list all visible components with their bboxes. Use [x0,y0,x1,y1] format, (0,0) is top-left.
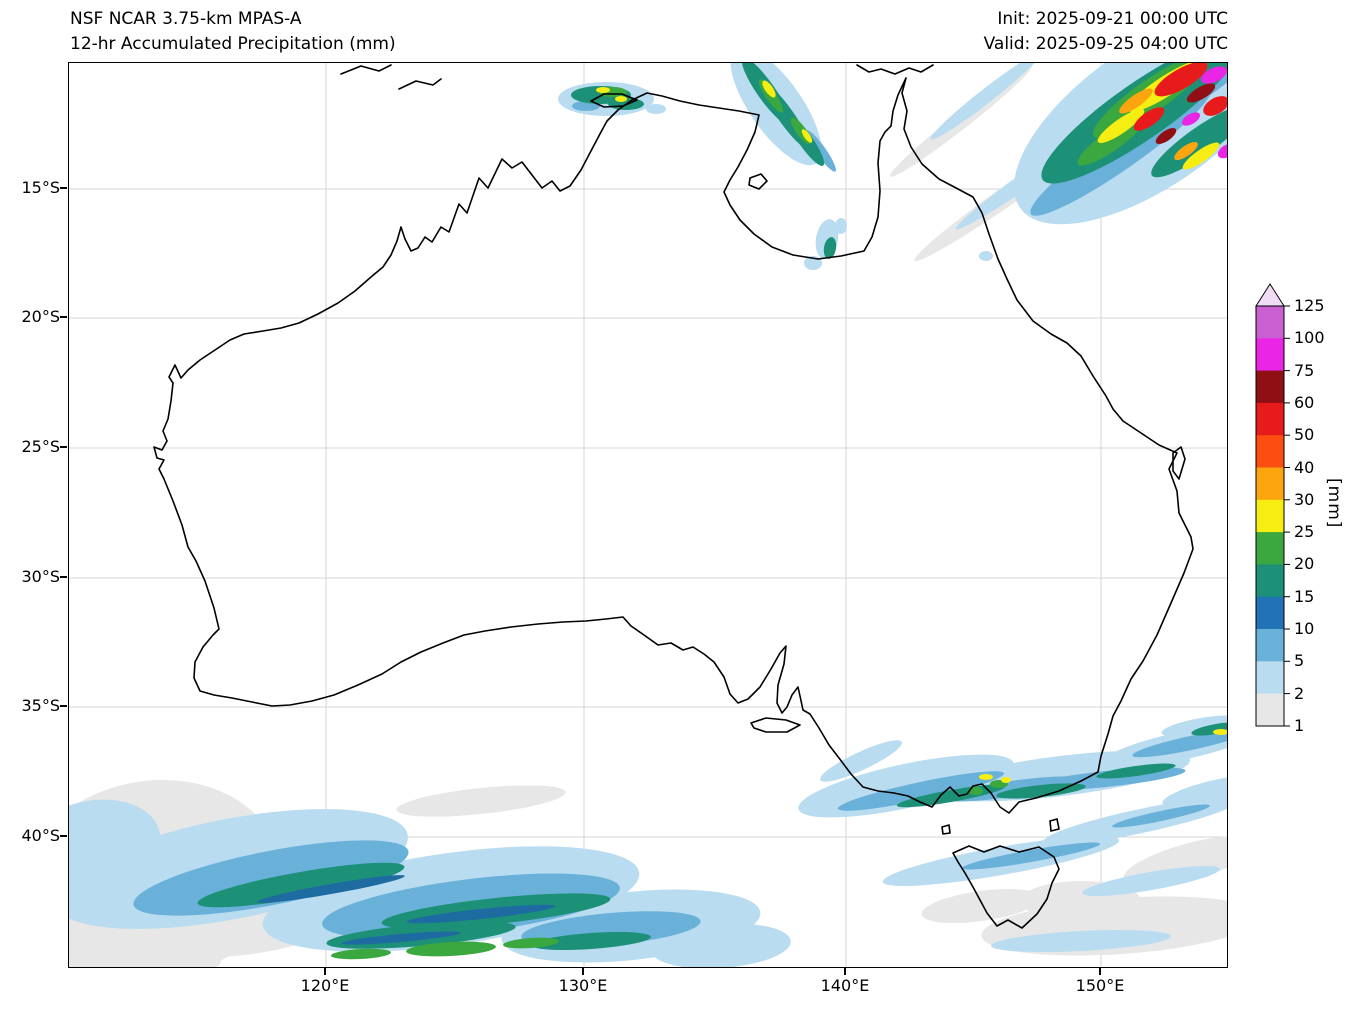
fraser-island [1172,446,1186,480]
melville-island [590,93,638,108]
init-time-label: Init: 2025-09-21 00:00 UTC [997,9,1228,29]
lon-tick-120e: 120°E [300,976,350,995]
lat-tickmark [60,316,67,318]
tasmania-coastline [952,845,1060,929]
colorbar-unit-label: [mm] [1324,478,1344,529]
cbar-tick-2: 2 [1294,684,1305,703]
lon-tickmark [844,968,846,975]
flinders-island [1049,818,1060,832]
cbar-tick-125: 125 [1294,296,1325,315]
cbar-tick-15: 15 [1294,587,1315,606]
precip-layer-heavy-blue [257,875,556,945]
cbar-tick-75: 75 [1294,361,1315,380]
precip-layer-darkred [1155,83,1216,145]
lat-tick-25s: 25°S [21,437,60,456]
cbar-tick-10: 10 [1294,619,1315,638]
cbar-tick-25: 25 [1294,522,1315,541]
cbar-tick-30: 30 [1294,490,1315,509]
precip-map-svg [69,63,1227,967]
product-title: 12-hr Accumulated Precipitation (mm) [70,34,396,54]
lat-tickmark [60,446,67,448]
lat-tick-35s: 35°S [21,696,60,715]
coastlines [153,64,1194,929]
cbar-tick-1: 1 [1294,716,1305,735]
precip-layer-orange [1119,88,1198,161]
king-island [941,824,951,835]
lon-tickmark [1099,968,1101,975]
map-canvas [68,62,1228,968]
lat-tickmark [60,576,67,578]
cbar-tick-100: 100 [1294,328,1325,347]
model-title: NSF NCAR 3.75-km MPAS-A [70,9,302,29]
timor-islands [340,64,442,90]
kangaroo-island [750,717,801,733]
new-guinea-coast [856,64,934,75]
colorbar-tickmarks [1284,305,1290,727]
australia-coastline [153,77,1194,814]
precip-layer-red [1133,63,1227,131]
cbar-tick-5: 5 [1294,651,1305,670]
groote-eylandt [748,173,768,190]
valid-time-label: Valid: 2025-09-25 04:00 UTC [983,34,1228,54]
cbar-tick-20: 20 [1294,554,1315,573]
lat-tick-15s: 15°S [21,178,60,197]
lat-tick-40s: 40°S [21,826,60,845]
colorbar-outline [1255,305,1285,727]
lat-tickmark [60,187,67,189]
precip-layer-magenta [1181,66,1227,159]
lon-tickmark [582,968,584,975]
colorbar [1255,283,1290,727]
lat-tick-20s: 20°S [21,307,60,326]
lon-tick-150e: 150°E [1075,976,1125,995]
lat-tickmark [60,835,67,837]
lon-tickmark [324,968,326,975]
lat-tickmark [60,705,67,707]
lon-tick-130e: 130°E [558,976,608,995]
cbar-tick-40: 40 [1294,458,1315,477]
lon-tick-140e: 140°E [820,976,870,995]
lat-tick-30s: 30°S [21,567,60,586]
cbar-tick-50: 50 [1294,425,1315,444]
cbar-tick-60: 60 [1294,393,1315,412]
colorbar-arrow [1255,283,1285,307]
